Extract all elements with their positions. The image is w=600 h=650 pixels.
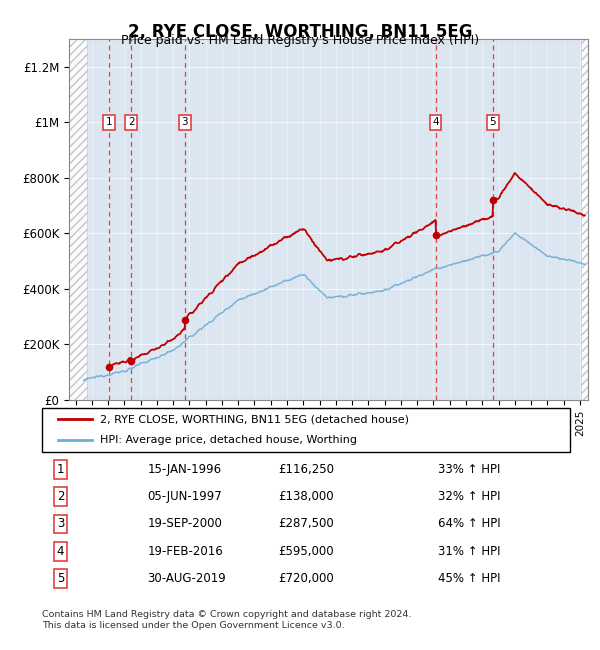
Bar <box>69 39 87 400</box>
Text: 2, RYE CLOSE, WORTHING, BN11 5EG: 2, RYE CLOSE, WORTHING, BN11 5EG <box>128 23 472 41</box>
Text: 1: 1 <box>57 463 64 476</box>
Text: 30-AUG-2019: 30-AUG-2019 <box>148 571 226 584</box>
Text: 15-JAN-1996: 15-JAN-1996 <box>148 463 222 476</box>
Text: £720,000: £720,000 <box>278 571 334 584</box>
Text: 5: 5 <box>490 117 496 127</box>
Text: Contains HM Land Registry data © Crown copyright and database right 2024.: Contains HM Land Registry data © Crown c… <box>42 610 412 619</box>
Text: 2: 2 <box>57 491 64 504</box>
Text: £138,000: £138,000 <box>278 491 334 504</box>
Text: This data is licensed under the Open Government Licence v3.0.: This data is licensed under the Open Gov… <box>42 621 344 630</box>
Text: £595,000: £595,000 <box>278 545 334 558</box>
Bar <box>581 39 588 400</box>
Text: 05-JUN-1997: 05-JUN-1997 <box>148 491 223 504</box>
Text: 3: 3 <box>181 117 188 127</box>
Text: 4: 4 <box>432 117 439 127</box>
Text: 5: 5 <box>57 571 64 584</box>
Text: 2: 2 <box>128 117 134 127</box>
FancyBboxPatch shape <box>42 408 570 452</box>
Text: HPI: Average price, detached house, Worthing: HPI: Average price, detached house, Wort… <box>100 435 357 445</box>
Text: 32% ↑ HPI: 32% ↑ HPI <box>438 491 500 504</box>
Text: 19-SEP-2000: 19-SEP-2000 <box>148 517 223 530</box>
Text: 45% ↑ HPI: 45% ↑ HPI <box>438 571 500 584</box>
Text: 19-FEB-2016: 19-FEB-2016 <box>148 545 223 558</box>
Text: 4: 4 <box>57 545 64 558</box>
Text: Price paid vs. HM Land Registry's House Price Index (HPI): Price paid vs. HM Land Registry's House … <box>121 34 479 47</box>
Text: 33% ↑ HPI: 33% ↑ HPI <box>438 463 500 476</box>
Text: 31% ↑ HPI: 31% ↑ HPI <box>438 545 500 558</box>
Text: £116,250: £116,250 <box>278 463 334 476</box>
Text: 64% ↑ HPI: 64% ↑ HPI <box>438 517 500 530</box>
Text: 2, RYE CLOSE, WORTHING, BN11 5EG (detached house): 2, RYE CLOSE, WORTHING, BN11 5EG (detach… <box>100 415 409 424</box>
Text: 3: 3 <box>57 517 64 530</box>
Text: £287,500: £287,500 <box>278 517 334 530</box>
Text: 1: 1 <box>106 117 112 127</box>
